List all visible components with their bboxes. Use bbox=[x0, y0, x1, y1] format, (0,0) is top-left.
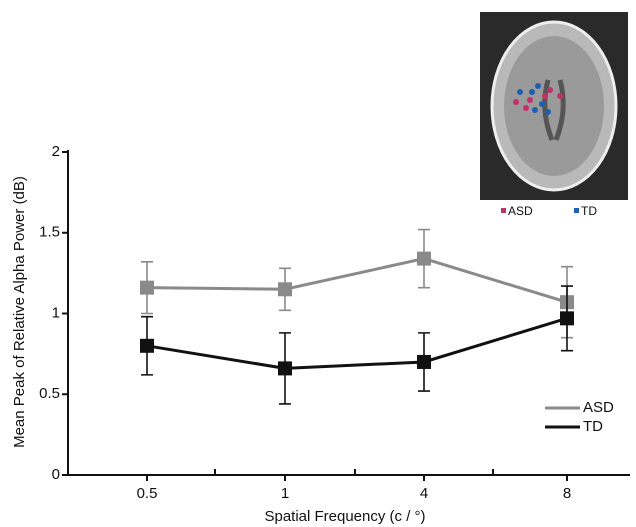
y-tick-label: 2 bbox=[52, 143, 60, 160]
ventricles bbox=[542, 79, 566, 141]
x-tick-label: 0.5 bbox=[137, 485, 158, 502]
y-tick-label: 1.5 bbox=[39, 224, 60, 241]
data-point bbox=[278, 361, 292, 376]
inset-legend-swatch bbox=[574, 208, 579, 213]
x-tick-label: 1 bbox=[281, 485, 289, 502]
data-point bbox=[417, 251, 431, 266]
y-tick-label: 1 bbox=[52, 304, 60, 321]
brain-tissue bbox=[504, 36, 604, 176]
legend-label: TD bbox=[583, 418, 603, 435]
y-axis-label: Mean Peak of Relative Alpha Power (dB) bbox=[11, 176, 28, 448]
x-tick-label: 8 bbox=[563, 485, 571, 502]
inset-legend-swatch bbox=[501, 208, 506, 213]
legend-label: ASD bbox=[583, 399, 614, 416]
data-point bbox=[417, 354, 431, 369]
y-tick-label: 0.5 bbox=[39, 385, 60, 402]
data-point bbox=[278, 282, 292, 297]
inset-legend-label: TD bbox=[581, 204, 597, 218]
x-tick-label: 4 bbox=[420, 485, 428, 502]
brain-inset bbox=[480, 12, 628, 200]
series-line bbox=[146, 316, 568, 370]
y-tick-label: 0 bbox=[52, 466, 60, 483]
data-point bbox=[140, 280, 154, 295]
inset-dots bbox=[513, 83, 563, 115]
x-axis-label: Spatial Frequency (c / °) bbox=[264, 508, 425, 525]
series-line bbox=[146, 257, 568, 304]
data-point bbox=[560, 311, 574, 326]
inset-legend-label: ASD bbox=[508, 204, 533, 218]
data-point bbox=[140, 338, 154, 353]
